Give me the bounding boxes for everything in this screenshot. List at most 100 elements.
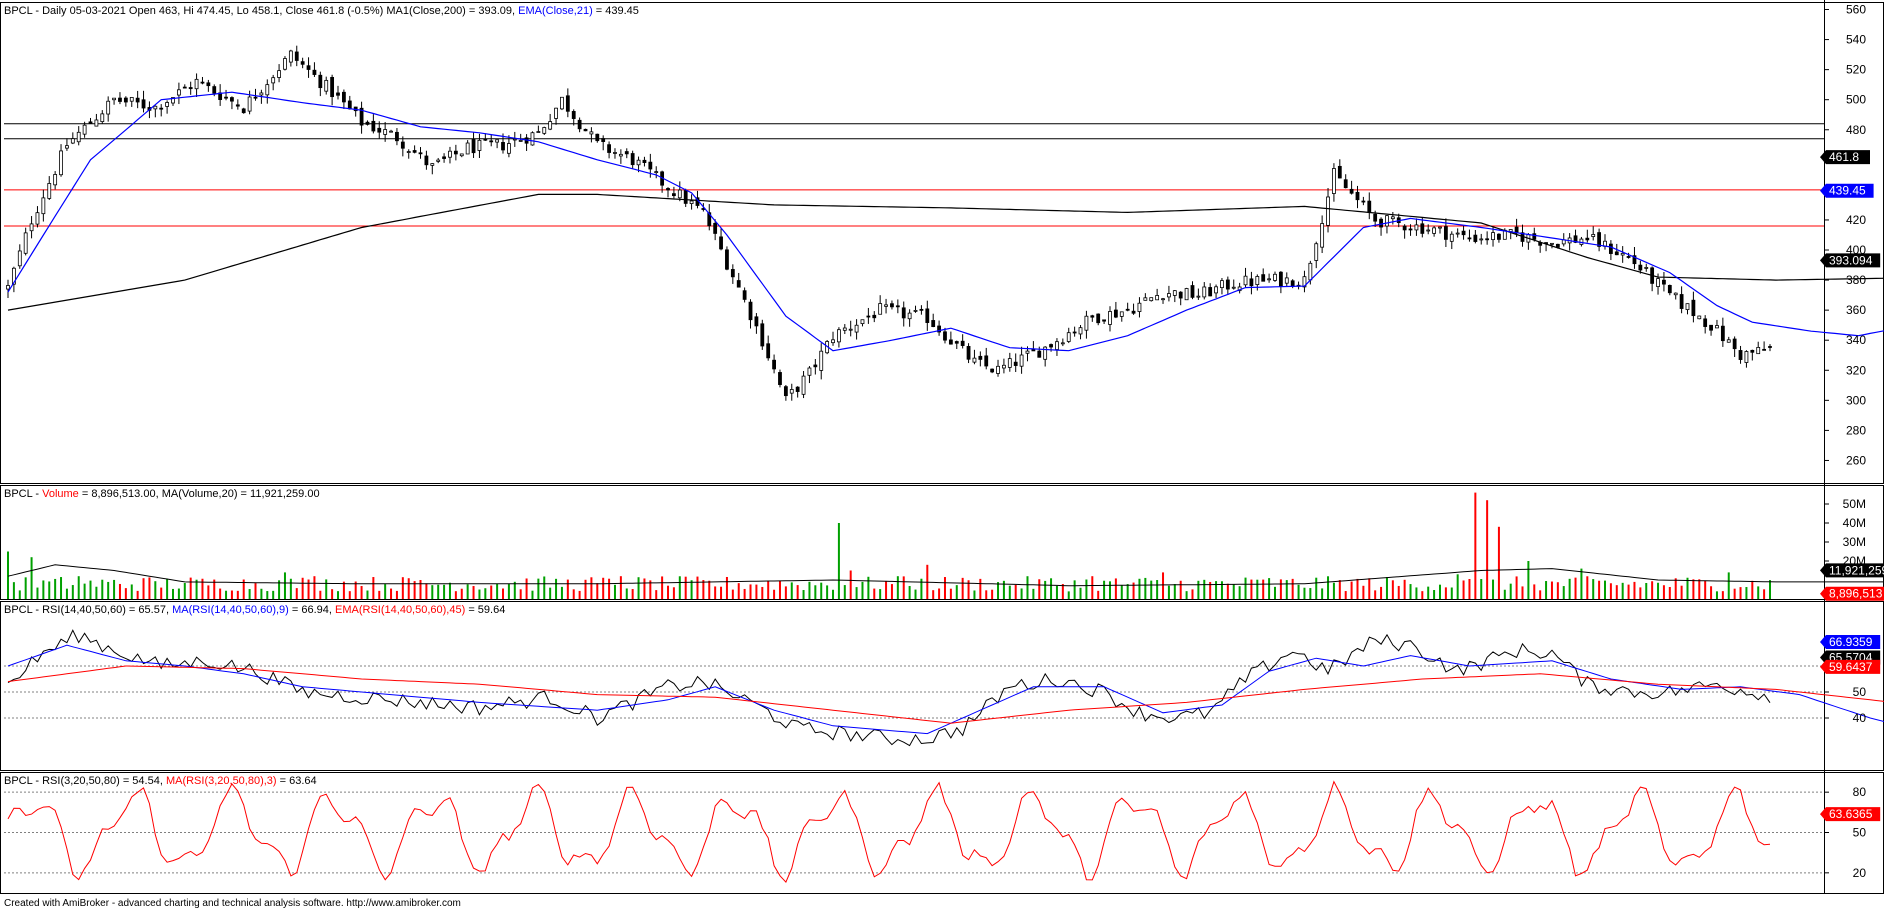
volume-bar (1362, 585, 1365, 599)
volume-bar (1309, 588, 1312, 599)
volume-bar (1633, 581, 1636, 599)
candle-body (943, 331, 947, 341)
volume-bar (24, 577, 27, 599)
volume-bar (708, 580, 711, 599)
volume-bar (490, 585, 493, 599)
candle-body (1243, 275, 1248, 286)
volume-bar (560, 586, 563, 599)
volume-bar (631, 589, 634, 599)
volume-bar (643, 578, 646, 599)
candle-body (324, 79, 329, 92)
candle-body (978, 355, 983, 360)
price-axis-tick-label: 520 (1846, 63, 1866, 77)
volume-bar (690, 580, 693, 599)
volume-bar (1273, 586, 1276, 599)
volume-bar (384, 584, 387, 599)
candle-body (725, 249, 729, 270)
volume-bar (991, 589, 994, 599)
badge-volume-ma: 11,921,259 (1820, 563, 1884, 578)
volume-bar (1444, 587, 1447, 599)
volume-bar (1191, 589, 1194, 599)
volume-bar (943, 577, 946, 599)
candle-body (778, 372, 782, 385)
candle-body (1072, 331, 1077, 334)
candle-body (1143, 297, 1148, 301)
badge-volume-label: 8,896,513 (1829, 587, 1883, 601)
candle-body (288, 50, 293, 63)
candle-body (1638, 264, 1643, 271)
panel-titles: BPCL - Daily 05-03-2021 Open 463, Hi 474… (4, 5, 639, 787)
candle-body (1043, 346, 1048, 360)
volume-bar (1639, 587, 1642, 599)
volume-bar (1338, 580, 1341, 599)
volume-bar (1321, 588, 1324, 599)
volume-bar (507, 584, 510, 599)
volume-bar (1368, 578, 1371, 599)
candle-body (465, 142, 470, 155)
candle-body (318, 74, 323, 89)
badge-rsi-fast-ma-shape (1820, 807, 1881, 822)
candle-body (1467, 237, 1472, 240)
candle-body (1025, 350, 1030, 354)
candle-body (430, 163, 435, 166)
volume-bar (242, 579, 245, 599)
volume-bar (973, 590, 976, 599)
volume-bar (637, 577, 640, 599)
volume-bar (938, 588, 941, 599)
volume-bar (1468, 578, 1471, 599)
volume-bar (1250, 579, 1253, 599)
rsi-fast-title: BPCL - RSI(3,20,50,80) = 54.54, MA(RSI(3… (4, 775, 317, 787)
candle-body (948, 339, 953, 345)
volume-bar (885, 581, 888, 599)
candle-body (212, 86, 217, 94)
volume-bar (160, 587, 163, 599)
badge-ema21-shape (1820, 183, 1874, 198)
volume-bar (1185, 591, 1188, 599)
candle-body (41, 197, 46, 215)
volume-bar (1680, 585, 1683, 599)
candle-body (11, 267, 16, 285)
volume-bar (89, 580, 92, 599)
volume-bar (448, 582, 451, 599)
candle-body (1414, 224, 1419, 231)
candle-body (990, 368, 995, 373)
candle-body (65, 145, 69, 149)
volume-bar (1645, 582, 1648, 599)
candle-body (365, 121, 370, 125)
candle-body (312, 69, 317, 75)
candle-body (736, 280, 741, 288)
volume-bar (113, 579, 116, 599)
candle-body (230, 97, 234, 102)
volume-bar (1515, 576, 1518, 599)
candle-body (654, 171, 659, 174)
volume-bar (1120, 585, 1123, 599)
candle-body (854, 324, 859, 333)
candle-body (489, 140, 494, 143)
candle-body (648, 161, 653, 170)
volume-bar (1061, 584, 1064, 599)
badge-close: 461.8 (1820, 150, 1870, 165)
volume-bar (1356, 578, 1359, 599)
volume-bar (1662, 585, 1665, 599)
volume-bar (1421, 591, 1424, 599)
volume-bar (955, 585, 958, 599)
price-axis-tick-label: 420 (1846, 213, 1866, 227)
volume-bar (890, 584, 893, 599)
candle-body (1284, 277, 1289, 284)
volume-bar (1668, 587, 1671, 599)
candle-body (453, 150, 458, 155)
candle-body (1202, 286, 1207, 298)
volume-bar (849, 570, 852, 599)
volume-bar (649, 580, 652, 599)
badge-rsi-ema-label: 59.6437 (1829, 660, 1873, 674)
badge-volume-ma-label: 11,921,259 (1829, 563, 1884, 577)
volume-bar (572, 589, 575, 599)
volume-bar (1179, 580, 1182, 599)
volume-axis-tick-label: 40M (1843, 516, 1866, 530)
volume-bar (1704, 580, 1707, 599)
price-title: BPCL - Daily 05-03-2021 Open 463, Hi 474… (4, 5, 639, 17)
volume-bar (1050, 578, 1053, 599)
candle-body (1090, 315, 1095, 318)
rsi-ma-line (7, 644, 1884, 735)
candle-body (1108, 311, 1112, 325)
